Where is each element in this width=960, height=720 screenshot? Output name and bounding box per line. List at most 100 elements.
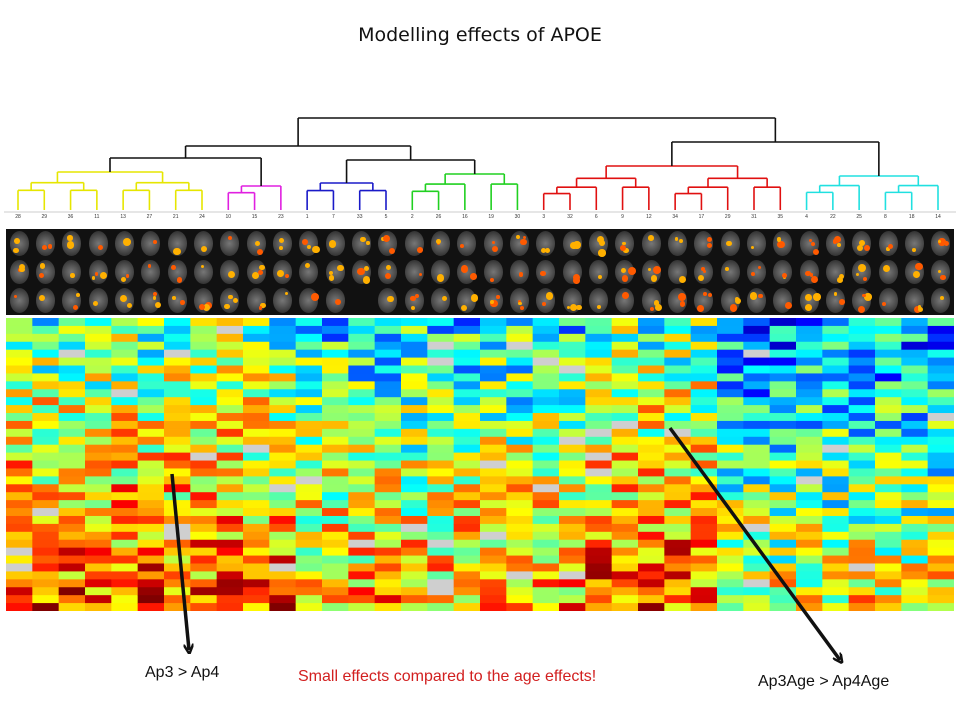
heatmap-cell [796,500,823,509]
heatmap-cell [32,595,60,604]
heatmap-cell [585,484,613,493]
activation-blob [621,267,626,273]
heatmap-cell [243,579,270,588]
heatmap-cell [374,444,402,454]
heatmap-cell [216,420,244,430]
heatmap-cell [190,397,218,406]
heatmap-cell [6,579,33,588]
heatmap-cell [111,325,139,335]
heatmap-cell [769,563,797,572]
activation-blob [734,298,741,305]
heatmap-cell [796,349,823,359]
heatmap-cell [374,365,402,374]
heatmap-cell [374,452,402,462]
activation-blob [363,265,369,271]
heatmap-cell [453,318,481,327]
heatmap-cell [638,349,665,359]
activation-blob [808,238,812,242]
heatmap-cell [901,420,929,430]
heatmap-cell [216,523,244,533]
heatmap-cell [638,397,665,406]
activation-blob [152,239,157,244]
heatmap-cell [611,318,639,327]
activation-blob [460,243,464,248]
heatmap-cell [664,595,692,604]
activation-blob [41,244,48,251]
leaf-label: 10 [226,214,232,220]
leaf-label: 13 [120,214,126,220]
heatmap-cell [717,365,744,374]
heatmap-cell [295,373,323,382]
heatmap-cell [717,571,744,580]
heatmap-cell [137,508,165,517]
brain-slice [220,288,240,313]
heatmap-cell [427,420,455,430]
leaf-label: 25 [856,214,862,220]
heatmap-cell [348,539,376,549]
heatmap-cell [901,595,929,604]
heatmap-cell [269,531,297,541]
heatmap-cell [875,333,902,343]
activation-blob [97,244,103,250]
heatmap-cell [111,381,139,390]
heatmap-cell [848,373,876,382]
activation-blob [200,264,205,269]
heatmap-cell [664,420,692,430]
heatmap-cell [401,476,428,485]
heatmap-cell [85,452,112,462]
heatmap-cell [137,381,165,390]
heatmap-cell [638,452,665,462]
heatmap-cell [796,444,823,454]
heatmap-cell [427,555,455,564]
activation-blob [858,239,865,246]
heatmap-cell [480,325,507,335]
heatmap-cell [348,587,376,596]
activation-blob [570,242,578,250]
heatmap-cell [559,413,586,422]
heatmap-cell [6,547,33,557]
activation-blob [461,265,469,273]
heatmap-cell [480,539,507,549]
activation-blob [334,299,341,306]
brain-slice [88,259,108,285]
heatmap-cell [164,325,191,335]
heatmap-cell [664,579,692,588]
heatmap-cell [848,325,876,335]
heatmap-cell [717,579,744,588]
brain-slice [431,259,450,285]
heatmap-cell [401,595,428,604]
heatmap-cell [664,508,692,517]
heatmap-cell [58,579,86,588]
heatmap-cell [585,318,613,327]
heatmap-cell [690,555,718,564]
heatmap-cell [690,579,718,588]
heatmap-cell [401,420,428,430]
heatmap-cell [32,603,60,611]
heatmap-cell [638,547,665,557]
leaf-label: 35 [778,214,784,220]
heatmap-cell [559,500,586,509]
heatmap-cell [453,595,481,604]
heatmap-cell [111,531,139,541]
heatmap-cell [532,587,560,596]
heatmap-cell [453,373,481,382]
heatmap-cell [480,413,507,422]
heatmap-cell [901,333,929,343]
heatmap-cell [58,397,86,406]
heatmap-cell [295,508,323,517]
heatmap-cell [559,547,586,557]
heatmap-cell [638,373,665,382]
heatmap-cell [611,468,639,477]
heatmap-cell [453,325,481,335]
heatmap-cell [559,508,586,517]
heatmap-cell [506,547,534,557]
heatmap-cell [58,476,86,485]
heatmap-cell [453,397,481,406]
heatmap-cell [927,397,954,406]
heatmap-cell [58,531,86,541]
heatmap-cell [164,318,191,327]
heatmap-cell [532,373,560,382]
heatmap-cell [190,492,218,501]
heatmap-cell [137,515,165,525]
heatmap-cell [796,563,823,572]
